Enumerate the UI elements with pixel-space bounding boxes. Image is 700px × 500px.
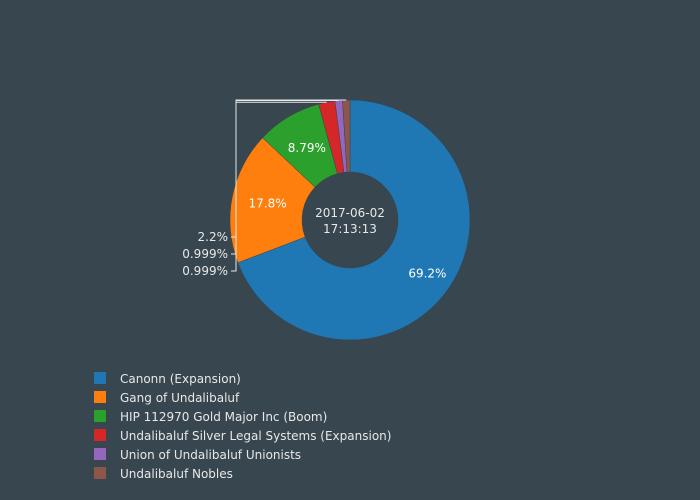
legend-item-3[interactable]: Undalibaluf Silver Legal Systems (Expans… — [94, 429, 391, 443]
legend-item-1[interactable]: Gang of Undalibaluf — [94, 391, 240, 405]
slice-label-0: 69.2% — [408, 266, 446, 280]
slice-label-4: 0.999% — [182, 247, 228, 261]
slice-label-1: 17.8% — [249, 197, 287, 211]
legend-item-0[interactable]: Canonn (Expansion) — [94, 372, 241, 386]
slice-leader-5 — [231, 99, 347, 272]
legend-swatch-5 — [94, 467, 106, 479]
legend-label-4: Union of Undalibaluf Unionists — [120, 448, 301, 462]
legend-label-0: Canonn (Expansion) — [120, 372, 241, 386]
legend-label-2: HIP 112970 Gold Major Inc (Boom) — [120, 410, 327, 424]
slice-label-2: 8.79% — [288, 141, 326, 155]
slice-0[interactable] — [237, 99, 471, 341]
legend: Canonn (Expansion) Gang of Undalibaluf HIP… — [94, 372, 391, 481]
slices-layer — [229, 99, 471, 341]
legend-swatch-1 — [94, 391, 106, 403]
slice-label-5: 0.999% — [182, 264, 228, 278]
legend-label-5: Undalibaluf Nobles — [120, 467, 233, 481]
slice-label-3: 2.2% — [198, 230, 229, 244]
legend-label-3: Undalibaluf Silver Legal Systems (Expans… — [120, 429, 391, 443]
legend-item-2[interactable]: HIP 112970 Gold Major Inc (Boom) — [94, 410, 327, 424]
legend-item-4[interactable]: Union of Undalibaluf Unionists — [94, 448, 301, 462]
legend-swatch-4 — [94, 448, 106, 460]
legend-label-1: Gang of Undalibaluf — [120, 391, 240, 405]
labels-layer: 69.2% 17.8% 8.79% 2.2% 0.999% 0.999% — [182, 99, 446, 280]
slice-1[interactable] — [229, 137, 316, 264]
legend-swatch-2 — [94, 410, 106, 422]
center-label-date: 2017-06-02 — [315, 206, 385, 220]
legend-swatch-3 — [94, 429, 106, 441]
center-label-time: 17:13:13 — [323, 222, 377, 236]
legend-swatch-0 — [94, 372, 106, 384]
legend-item-5[interactable]: Undalibaluf Nobles — [94, 467, 233, 481]
center-label: 2017-06-02 17:13:13 — [315, 206, 385, 236]
